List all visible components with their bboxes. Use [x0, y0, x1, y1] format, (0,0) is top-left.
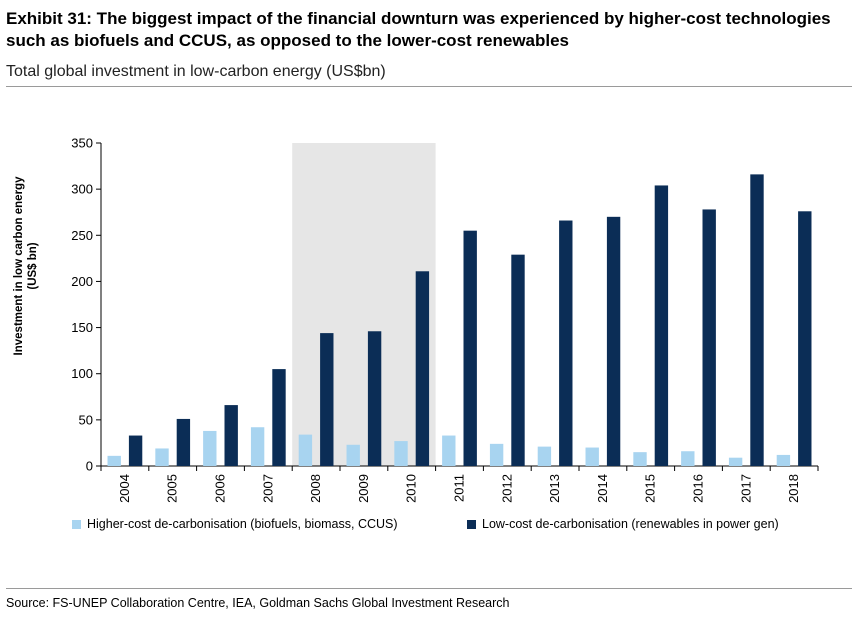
bar-low-cost-2005	[176, 418, 191, 466]
bar-low-cost-2014	[606, 216, 621, 466]
y-axis-title: Investment in low carbon energy	[13, 176, 25, 356]
bar-low-cost-2013	[559, 220, 573, 466]
x-tick-label: 2016	[691, 474, 706, 503]
highlight-band	[292, 143, 436, 466]
bar-low-cost-2012	[511, 254, 525, 466]
y-tick-label: 0	[86, 459, 93, 474]
source-note: Source: FS-UNEP Collaboration Centre, IE…	[6, 596, 510, 610]
y-tick-label: 50	[79, 412, 93, 427]
x-tick-label: 2010	[404, 474, 419, 503]
bar-higher-cost-2012	[489, 443, 504, 466]
x-tick-label: 2009	[356, 474, 371, 503]
legend-item-low-cost: Low-cost de-carbonisation (renewables in…	[467, 517, 779, 531]
bar-higher-cost-2015	[633, 452, 647, 466]
x-tick-label: 2004	[117, 474, 132, 503]
legend-swatch-higher-cost	[72, 519, 81, 529]
x-tick-label: 2013	[547, 474, 562, 503]
x-tick-label: 2017	[738, 474, 753, 503]
legend-swatch-low-cost	[467, 519, 476, 529]
x-tick-label: 2008	[308, 474, 323, 503]
bar-low-cost-2004	[128, 435, 143, 466]
bar-higher-cost-2013	[537, 446, 552, 466]
y-tick-label: 200	[71, 274, 93, 289]
x-tick-label: 2006	[213, 474, 228, 503]
legend-label-low-cost: Low-cost de-carbonisation (renewables in…	[482, 517, 779, 531]
x-tick-label: 2011	[452, 474, 467, 502]
x-tick-label: 2012	[499, 474, 514, 503]
y-tick-label: 150	[71, 320, 93, 335]
bar-low-cost-2007	[272, 369, 286, 466]
bar-chart: 0 50 100 150 200 250 300 350 Investment in low c…	[13, 136, 819, 503]
x-tick-label: 2005	[165, 474, 180, 503]
bar-low-cost-2009	[367, 331, 382, 466]
y-tick-label: 350	[71, 136, 93, 151]
bar-higher-cost-2011	[442, 435, 456, 466]
bar-higher-cost-2009	[346, 444, 360, 466]
bar-low-cost-2006	[224, 405, 238, 466]
bar-higher-cost-2017	[728, 457, 743, 466]
y-axis-title: (US$ bn)	[27, 242, 39, 289]
bar-low-cost-2017	[750, 174, 764, 466]
bar-higher-cost-2007	[250, 427, 265, 466]
bar-low-cost-2016	[702, 209, 716, 466]
bar-higher-cost-2018	[776, 454, 791, 466]
bar-low-cost-2010	[415, 271, 430, 466]
x-tick-label: 2014	[595, 474, 610, 503]
x-tick-label: 2018	[786, 474, 801, 503]
bar-low-cost-2018	[798, 211, 812, 466]
x-tick-label: 2015	[643, 474, 658, 503]
bar-low-cost-2011	[463, 230, 477, 466]
bar-higher-cost-2010	[394, 441, 408, 466]
y-tick-label: 100	[71, 366, 93, 381]
y-tick-label: 250	[71, 228, 93, 243]
bar-higher-cost-2016	[681, 451, 695, 466]
legend-item-higher-cost: Higher-cost de-carbonisation (biofuels, …	[72, 517, 398, 531]
bar-higher-cost-2014	[585, 447, 599, 466]
bar-low-cost-2008	[320, 333, 334, 466]
bar-higher-cost-2004	[107, 455, 121, 466]
bottom-divider	[6, 588, 852, 589]
y-tick-label: 300	[71, 182, 93, 197]
bar-low-cost-2015	[654, 185, 669, 467]
legend-label-higher-cost: Higher-cost de-carbonisation (biofuels, …	[87, 517, 398, 531]
bar-higher-cost-2005	[155, 448, 169, 466]
chart-subtitle: Total global investment in low-carbon en…	[6, 63, 386, 80]
bar-higher-cost-2006	[203, 430, 217, 466]
chart-title: Exhibit 31: The biggest impact of the fi…	[6, 9, 831, 50]
top-divider	[6, 86, 852, 87]
x-tick-label: 2007	[260, 474, 275, 503]
bar-higher-cost-2008	[298, 434, 313, 466]
